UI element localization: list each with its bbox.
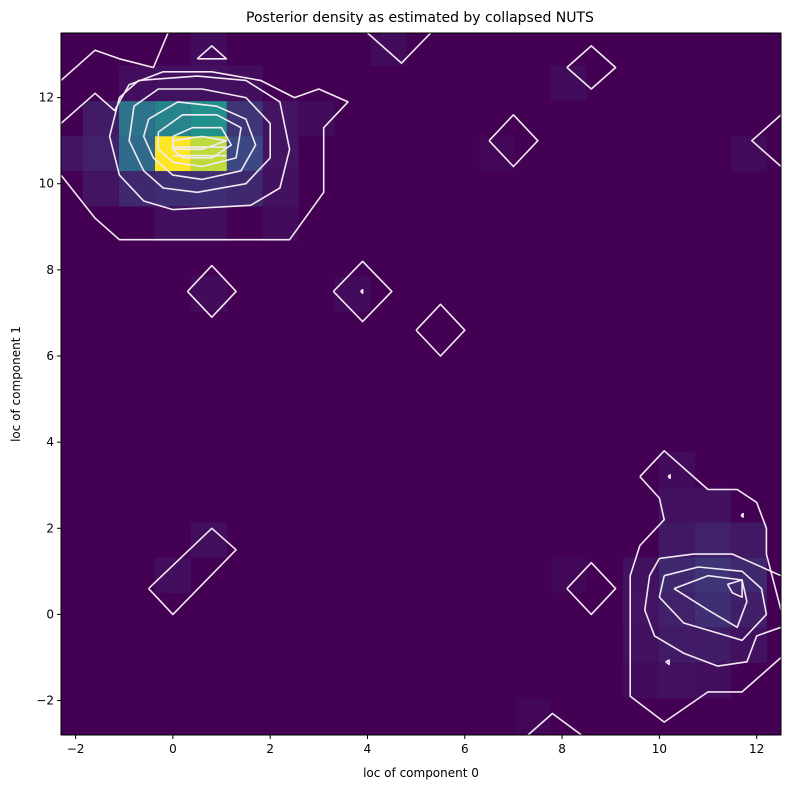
heatmap-cell: [730, 557, 767, 593]
contour-line: [157, 114, 242, 168]
heatmap-cell: [190, 101, 227, 137]
y-tick-label: −2: [36, 694, 54, 708]
y-tick-label: 2: [46, 521, 54, 535]
heatmap-cell: [226, 171, 263, 207]
contour-line: [415, 303, 466, 357]
x-tick-label: −2: [67, 742, 85, 756]
heatmap-cell: [622, 557, 659, 593]
heatmap-cell: [694, 592, 731, 628]
heatmap-cell: [262, 206, 299, 242]
heatmap-cell: [694, 522, 731, 558]
contour-line: [332, 260, 393, 323]
contour-line: [128, 88, 272, 194]
heatmap-cell: [514, 698, 551, 734]
contour-line: [658, 566, 768, 642]
heatmap-cell: [262, 136, 299, 172]
heatmap-cell: [658, 627, 695, 663]
heatmap-cell: [262, 171, 299, 207]
y-tick-label: 4: [46, 435, 54, 449]
x-tick-label: 2: [266, 742, 274, 756]
contour-line: [488, 114, 539, 168]
contour-line: [196, 45, 228, 60]
heatmap-cell: [730, 136, 767, 172]
y-tick-label: 8: [46, 263, 54, 277]
heatmap-cell: [658, 452, 695, 488]
contour-line: [659, 553, 781, 577]
contour-line: [142, 101, 257, 181]
heatmap-cell: [82, 101, 119, 137]
x-axis-label: loc of component 0: [363, 766, 479, 780]
heatmap-cell: [694, 487, 731, 523]
heatmap-cell: [190, 171, 227, 207]
x-axis: −2 0 2 4 6 8 10 12: [67, 735, 764, 756]
contour-line: [148, 527, 237, 616]
heatmap-cell: [334, 276, 371, 312]
heatmap-cell: [622, 663, 659, 699]
contour-line: [643, 558, 781, 667]
heatmap-cell: [658, 487, 695, 523]
contour-line: [750, 114, 781, 168]
heatmap-cell: [370, 33, 407, 67]
contour-line: [673, 574, 748, 629]
contour-line: [639, 449, 781, 611]
y-tick-label: 12: [39, 91, 54, 105]
heatmap-cell: [658, 522, 695, 558]
heatmap-cell: [190, 33, 227, 67]
contour-line: [665, 659, 670, 666]
heatmap-cell: [82, 136, 119, 172]
y-tick-label: 10: [39, 177, 54, 191]
heatmap-cell: [82, 171, 119, 207]
heatmap-cell: [118, 136, 155, 172]
heatmap-cell: [694, 627, 731, 663]
contour-line: [629, 476, 781, 723]
x-tick-label: 12: [749, 742, 764, 756]
heatmap-cell: [118, 171, 155, 207]
y-axis-label: loc of component 1: [9, 326, 23, 442]
contour-line: [360, 288, 364, 294]
heatmap-cell: [190, 206, 227, 242]
contour-lines: [61, 33, 781, 735]
heatmap-cell: [154, 206, 191, 242]
y-axis: −2 0 2 4 6 8 10 12: [36, 91, 61, 708]
contour-line: [667, 474, 671, 480]
x-tick-label: 10: [652, 742, 667, 756]
contour-line: [740, 512, 744, 518]
contour-line: [186, 264, 237, 319]
chart-title: Posterior density as estimated by collap…: [246, 10, 594, 26]
contour-line: [366, 33, 432, 64]
heatmap-cell: [154, 557, 191, 593]
heatmap-cell: [658, 663, 695, 699]
heatmap-cell: [694, 663, 731, 699]
contour-line: [61, 33, 169, 81]
plot-frame: [60, 32, 782, 736]
x-tick-label: 0: [169, 742, 177, 756]
contour-line: [726, 579, 743, 599]
contour-line: [566, 45, 617, 90]
heatmap-cell: [550, 65, 587, 101]
heatmap-cell: [190, 522, 227, 558]
heatmap-cell: [298, 101, 335, 137]
heatmap-cell: [226, 136, 263, 172]
contour-line: [108, 75, 291, 211]
contour-line: [566, 561, 617, 616]
x-tick-label: 6: [461, 742, 469, 756]
heatmap-cell: [478, 136, 515, 172]
heatmap-cell: [61, 136, 83, 172]
heatmap-cell: [730, 592, 767, 628]
y-tick-label: 0: [46, 607, 54, 621]
heatmap-cell: [694, 557, 731, 593]
y-tick-label: 6: [46, 349, 54, 363]
heatmap-cell: [730, 522, 767, 558]
contour-line: [527, 712, 582, 735]
x-tick-label: 8: [558, 742, 566, 756]
x-tick-label: 4: [364, 742, 372, 756]
heatmap-cell: [622, 592, 659, 628]
contour-line: [172, 126, 233, 159]
